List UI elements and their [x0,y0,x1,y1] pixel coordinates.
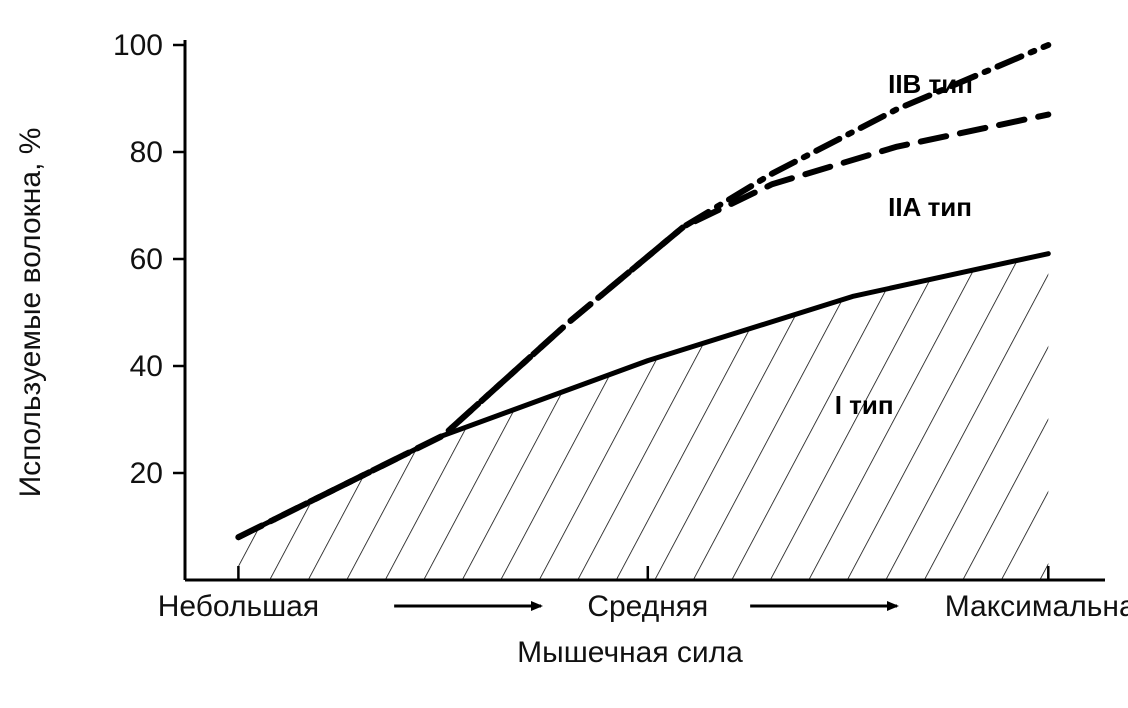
y-axis-label: Используемые волокна, % [14,128,47,498]
series-label-iia-тип: IIA тип [888,192,972,222]
series-label-iib-тип: IIB тип [888,69,973,99]
fiber-recruitment-chart: 20 40 60 80 100 Небольшая Средняя Максимальная И… [0,0,1128,708]
y-tick-label: 40 [130,350,163,383]
y-tick-label: 20 [130,457,163,490]
type-i-area [238,254,1048,580]
y-tick-label: 100 [113,29,163,62]
x-category-label: Средняя [587,590,708,623]
x-category-label: Максимальная [945,590,1128,623]
series-label-i-тип: I тип [835,390,894,420]
y-tick-label: 60 [130,243,163,276]
x-axis-label: Мышечная сила [517,636,743,669]
x-category-label: Небольшая [158,590,319,623]
chart-svg: 20 40 60 80 100 Небольшая Средняя Максимальная И… [0,0,1128,708]
y-tick-label: 80 [130,136,163,169]
